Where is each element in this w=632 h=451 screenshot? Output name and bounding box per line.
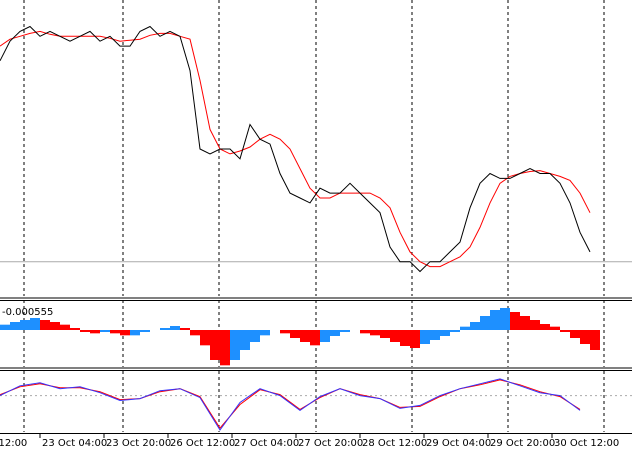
histogram-bar xyxy=(500,308,510,330)
histogram-bar xyxy=(390,330,400,342)
histogram-bar xyxy=(540,324,550,330)
series-line xyxy=(0,379,581,429)
histogram-bar xyxy=(570,330,580,338)
histogram-bar xyxy=(210,330,220,360)
histogram-bar xyxy=(280,330,290,334)
histogram-bar xyxy=(360,330,370,334)
histogram-bar xyxy=(120,330,130,336)
histogram-bar xyxy=(100,330,110,332)
histogram-bar xyxy=(430,330,440,340)
histogram-bar xyxy=(440,330,450,336)
histogram-bar xyxy=(480,316,490,330)
histogram-bar xyxy=(550,326,560,330)
histogram-bar xyxy=(260,330,270,336)
histogram-bar xyxy=(590,330,600,350)
histogram-bar xyxy=(130,330,140,336)
histogram-bar xyxy=(20,320,30,330)
x-tick-label: 28 Oct 12:00 xyxy=(362,438,427,449)
histogram-bar xyxy=(190,330,200,336)
x-tick-label: 23 Oct 20:00 xyxy=(106,438,171,449)
histogram-bar xyxy=(170,326,180,330)
series-line xyxy=(0,25,591,273)
histogram-bar xyxy=(290,330,300,338)
histogram-bar xyxy=(250,330,260,342)
histogram-bar xyxy=(560,330,570,332)
histogram-bar xyxy=(30,318,40,330)
histogram-bar xyxy=(220,330,230,366)
series-line xyxy=(0,378,581,431)
scale-label: -0.000555 xyxy=(2,307,53,318)
histogram-bar xyxy=(90,330,100,334)
histogram-bar xyxy=(50,322,60,330)
x-tick-label: 27 Oct 04:00 xyxy=(234,438,299,449)
x-tick-label: 23 Oct 04:00 xyxy=(42,438,107,449)
histogram-bar xyxy=(240,330,250,350)
x-tick-label: 29 Oct 04:00 xyxy=(426,438,491,449)
x-tick-label: 27 Oct 20:00 xyxy=(298,438,363,449)
histogram-bar xyxy=(370,330,380,336)
series-line xyxy=(0,30,591,268)
histogram-bar xyxy=(140,330,150,332)
histogram-bar xyxy=(460,326,470,330)
histogram-bar xyxy=(80,330,90,332)
histogram-bar xyxy=(520,316,530,330)
histogram-bar xyxy=(450,330,460,332)
histogram-bar xyxy=(70,328,80,330)
histogram-bar xyxy=(160,328,170,330)
x-tick-label: 26 Oct 12:00 xyxy=(170,438,235,449)
histogram-bar xyxy=(60,324,70,330)
histogram-bar xyxy=(530,320,540,330)
histogram-bar xyxy=(340,330,350,332)
histogram-bar xyxy=(330,330,340,336)
histogram-bar xyxy=(490,310,500,330)
histogram-bar xyxy=(410,330,420,348)
histogram-bar xyxy=(320,330,330,342)
histogram-bar xyxy=(580,330,590,344)
histogram-bar xyxy=(470,322,480,330)
x-tick-label: 30 Oct 12:00 xyxy=(554,438,619,449)
histogram-bar xyxy=(400,330,410,346)
histogram-bar xyxy=(380,330,390,338)
histogram-bar xyxy=(200,330,210,346)
histogram-bar xyxy=(300,330,310,342)
histogram-bar xyxy=(180,328,190,330)
histogram-bar xyxy=(10,322,20,330)
histogram-bar xyxy=(510,312,520,330)
histogram-bar xyxy=(310,330,320,346)
x-tick-label: 29 Oct 20:00 xyxy=(490,438,555,449)
x-tick-label: Oct 12:00 xyxy=(0,438,27,449)
histogram-bar xyxy=(40,320,50,330)
histogram-bar xyxy=(110,330,120,334)
histogram-bar xyxy=(420,330,430,344)
histogram-bar xyxy=(0,324,10,330)
histogram-bar xyxy=(230,330,240,360)
